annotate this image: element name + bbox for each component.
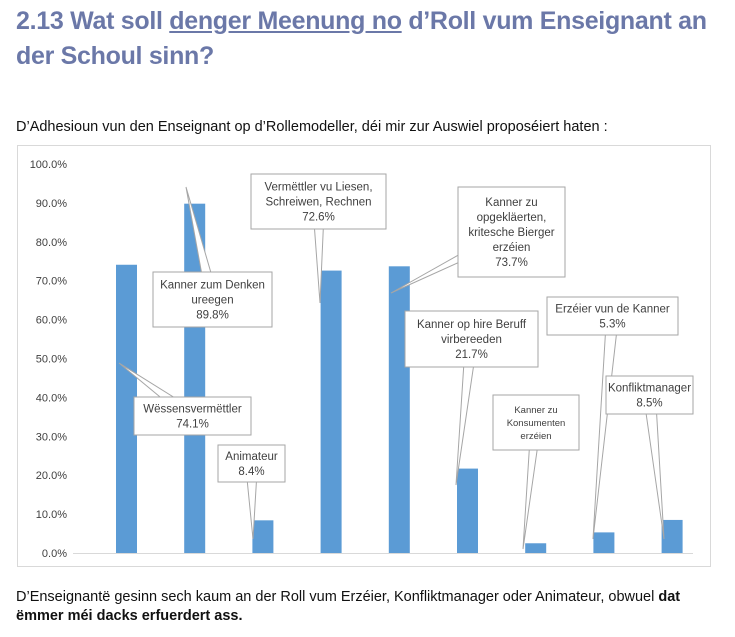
callout-box-fill [607,377,692,413]
y-tick-label: 90.0% [36,198,67,210]
bar [320,270,342,553]
intro-text: D’Adhesioun vun den Enseignant op d’Roll… [16,119,608,135]
callout-box-fill [494,396,578,449]
callout-category-label: Kanner op hire Beruff [417,319,527,331]
outro-plain: D’Enseignantë gesinn sech kaum an der Ro… [16,589,659,605]
y-tick-label: 80.0% [36,237,67,249]
callout-value-label: 73.7% [495,257,528,269]
callout-value-label: 8.5% [636,398,662,410]
callout-box-fill [252,175,385,228]
heading-underlined: denger Meenung no [169,7,402,35]
y-tick-label: 30.0% [36,431,67,443]
bar [388,266,410,553]
callout-category-label: Erzéier vun de Kanner [555,304,670,316]
bar [525,543,547,553]
callout-value-label: 21.7% [455,349,488,361]
callout-category-label: kritesche Bierger [468,227,554,239]
y-tick-label: 100.0% [30,159,68,171]
callout-value-label: 89.8% [196,310,229,322]
outro-bold: dat ëmmer méi dacks erfuerdert ass. [16,589,681,624]
callout-category-label: Konfliktmanager [608,383,691,395]
y-tick-label: 0.0% [42,548,67,560]
heading-prefix: 2.13 Wat soll [16,7,170,35]
bar [116,264,137,553]
y-tick-label: 20.0% [36,470,67,482]
callout-value-label: 72.6% [302,212,335,224]
y-tick-label: 60.0% [36,315,67,327]
callout-value-label: 5.3% [599,319,625,331]
bar-chart: 0.0% 10.0% 20.0% 30.0% 40.0% 50.0% 60.0% 70.0% 8… [30,159,694,560]
y-tick-label: 50.0% [36,354,67,366]
callout-category-label: Animateur [225,451,278,463]
callout-category-label: Konsumenten [507,418,566,429]
callout-category-label: erzéien [493,242,531,254]
callout-category-label: ureegen [191,295,233,307]
callout-category-label: Kanner zu [514,405,557,416]
bar [661,519,683,553]
section-heading: 2.13 Wat soll denger Meenung no d’Roll v… [16,4,721,74]
callout-box-fill [135,398,250,434]
callout-category-label: Schreiwen, Rechnen [265,197,371,209]
y-tick-label: 70.0% [36,276,67,288]
y-tick-label: 10.0% [36,509,67,521]
bar [457,468,478,553]
heading-suffix: d’Roll vum Enseignant an der Schoul sinn… [16,7,707,70]
callout-box-fill [459,188,564,276]
bar [252,520,274,553]
callout-category-label: erzéien [520,431,551,442]
callout-box-fill [548,298,677,334]
callout-category-label: Kanner zum Denken [160,280,265,292]
callout-pointer [642,393,665,540]
y-tick-label: 40.0% [36,392,67,404]
outro-text: D’Enseignantë gesinn sech kaum an der Ro… [16,588,721,626]
callout-value-label: 74.1% [176,419,209,431]
callout-category-label: Wëssensvermëttler [143,404,242,416]
callout-box-fill [406,312,537,366]
callout-box-fill [154,273,271,326]
callout-category-label: virbereeden [441,334,502,346]
callout-category-label: opgekläerten, [477,212,547,224]
callout-category-label: Vermëttler vu Liesen, [264,182,372,194]
bar [593,532,615,553]
callout-category-label: Kanner zu [485,197,537,209]
callout-value-label: 8.4% [238,466,264,478]
callout-pointer [592,314,620,540]
callout-box-fill [219,446,284,481]
